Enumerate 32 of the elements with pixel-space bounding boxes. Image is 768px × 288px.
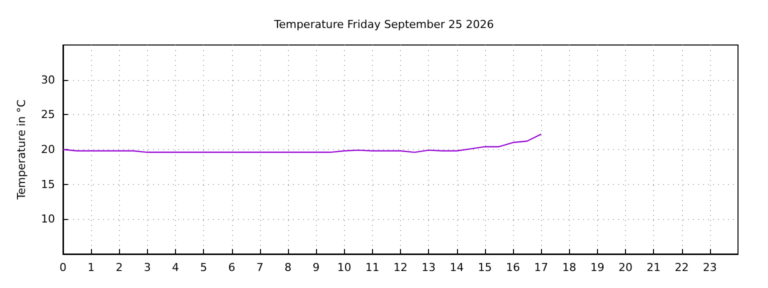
y-tick-label: 25	[41, 108, 55, 122]
x-tick-label: 21	[646, 261, 661, 274]
y-axis-title: Temperature in °C	[15, 99, 28, 200]
x-tick-label: 17	[534, 261, 548, 274]
x-tick-label: 1	[88, 261, 95, 274]
x-tick-label: 5	[200, 261, 208, 274]
line-series	[62, 134, 542, 153]
x-tick-label: 18	[562, 261, 576, 274]
x-tick-label: 23	[702, 261, 717, 274]
x-tick-label: 12	[394, 261, 408, 274]
chart-title: Temperature Friday September 25 2026	[273, 18, 494, 31]
x-tick-label: 8	[284, 261, 292, 274]
x-tick-label: 0	[60, 261, 66, 274]
y-tick-label: 30	[41, 73, 55, 86]
x-tick-label: 22	[674, 261, 689, 274]
y-tick-label: 20	[41, 143, 55, 156]
x-tick-label: 14	[450, 261, 464, 274]
x-tick-label: 9	[312, 261, 320, 274]
x-tick-label: 10	[337, 261, 352, 274]
x-tick-label: 15	[478, 261, 492, 274]
x-tick-label: 7	[256, 261, 264, 274]
x-tick-label: 20	[618, 261, 632, 274]
x-tick-label: 19	[590, 261, 604, 274]
x-tick-label: 3	[144, 261, 151, 274]
x-tick-label: 16	[506, 261, 520, 274]
x-tick-label: 6	[228, 261, 236, 274]
x-tick-label: 2	[116, 261, 123, 274]
x-tick-label: 4	[172, 261, 179, 274]
y-tick-label: 10	[41, 212, 55, 226]
x-tick-label: 13	[422, 261, 436, 274]
y-tick-label: 15	[41, 178, 55, 191]
x-tick-label: 11	[365, 261, 380, 274]
